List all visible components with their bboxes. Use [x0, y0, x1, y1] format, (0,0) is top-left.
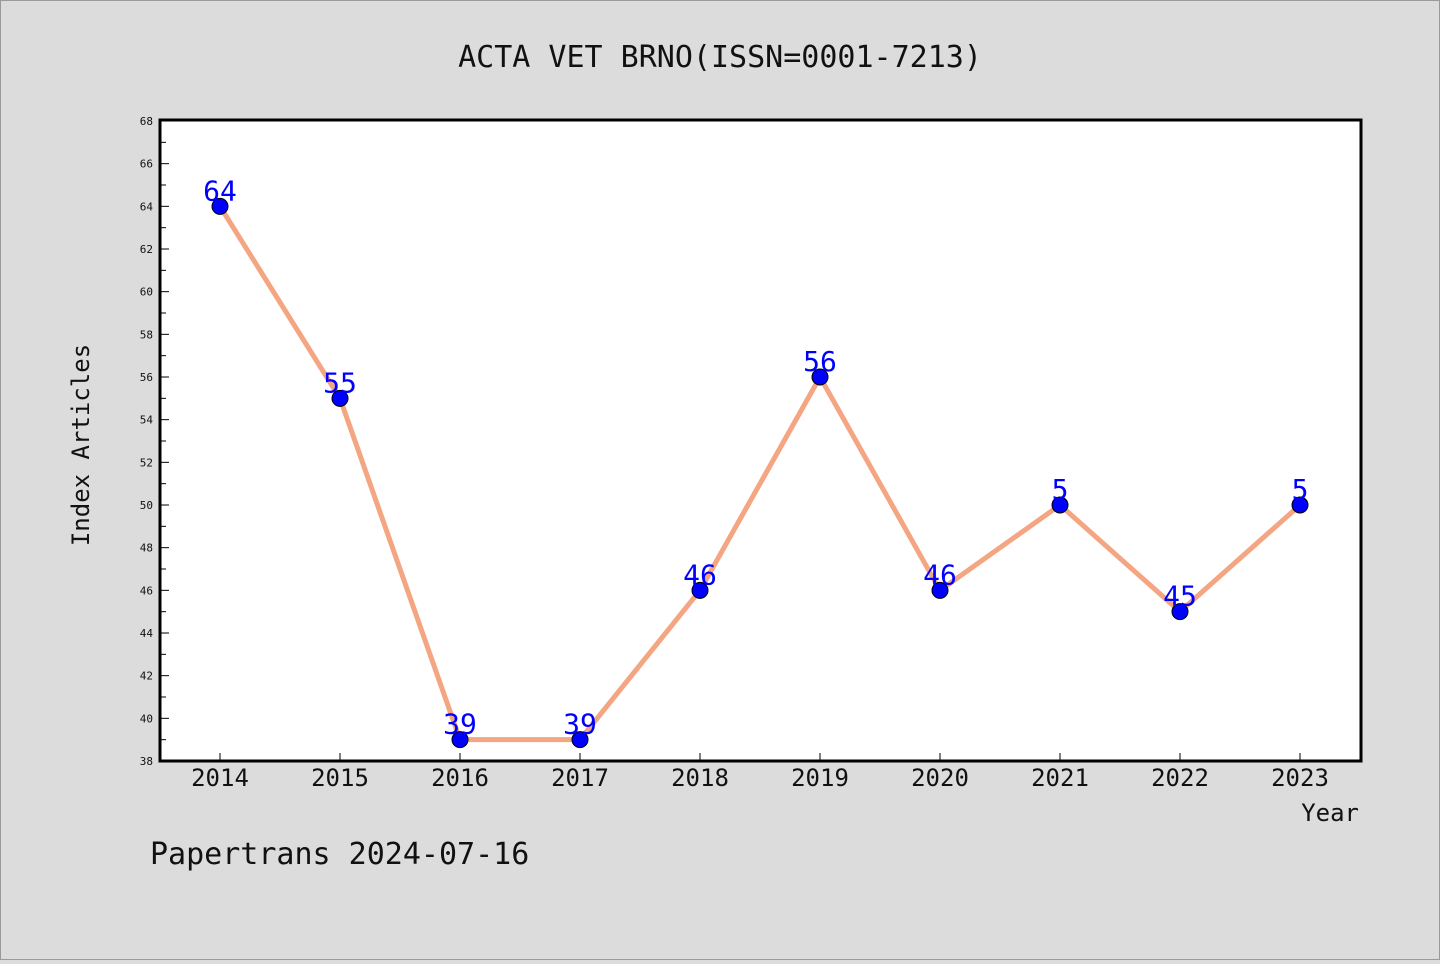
x-tick-label: 2016: [431, 764, 489, 792]
x-axis: 2014 2015 2016 2017 2018 2019 2020 2021 2022 2023: [191, 753, 1329, 792]
footer-text: Papertrans 2024-07-16: [150, 837, 529, 872]
y-tick-label: 54: [140, 414, 154, 427]
x-tick-label: 2014: [191, 764, 249, 792]
data-point: [1291, 496, 1309, 514]
x-tick-label: 2019: [791, 764, 849, 792]
y-tick-label: 42: [140, 670, 153, 683]
y-tick-label: 44: [140, 627, 154, 640]
data-label: 55: [323, 366, 357, 399]
data-label: 39: [563, 708, 597, 741]
x-tick-label: 2021: [1031, 764, 1089, 792]
x-tick-label: 2018: [671, 764, 729, 792]
y-tick-label: 66: [140, 158, 153, 171]
data-label: 39: [443, 708, 477, 741]
data-label: 56: [803, 345, 837, 378]
y-axis-label: Index Articles: [67, 344, 95, 546]
data-markers: [211, 197, 1309, 749]
y-tick-label: 46: [140, 584, 153, 597]
y-tick-label: 40: [140, 712, 153, 725]
y-axis: 38 40 42 44 46 48 50 52 54 56 58 60 62 64 66 68: [140, 115, 169, 768]
data-point: [571, 731, 589, 749]
x-tick-label: 2022: [1151, 764, 1209, 792]
y-tick-label: 56: [140, 371, 153, 384]
x-tick-label: 2023: [1271, 764, 1329, 792]
y-tick-label: 58: [140, 328, 153, 341]
y-tick-label: 64: [140, 200, 154, 213]
data-point: [331, 389, 349, 407]
series-line: [217, 205, 1302, 743]
data-point: [931, 581, 949, 599]
data-point: [1171, 603, 1189, 621]
y-tick-label: 48: [140, 542, 153, 555]
y-tick-label: 50: [140, 499, 153, 512]
x-tick-label: 2020: [911, 764, 969, 792]
data-point: [691, 581, 709, 599]
data-point: [1051, 496, 1069, 514]
data-point: [211, 197, 229, 215]
y-tick-label: 38: [140, 755, 153, 768]
x-tick-label: 2015: [311, 764, 369, 792]
data-label: 45: [1163, 580, 1197, 613]
data-label: 46: [923, 558, 957, 591]
y-tick-label: 68: [140, 115, 153, 128]
data-point: [811, 368, 829, 386]
data-label: 5: [1052, 473, 1069, 506]
x-tick-label: 2017: [551, 764, 609, 792]
x-axis-label: Year: [1301, 799, 1359, 827]
data-label: 46: [683, 558, 717, 591]
data-point: [451, 731, 469, 749]
chart-title: ACTA VET BRNO(ISSN=0001-7213): [458, 40, 982, 75]
plot-area: [158, 118, 1363, 763]
y-tick-label: 62: [140, 243, 153, 256]
y-tick-label: 52: [140, 456, 153, 469]
data-labels: 64 55 39 39 46 56 46 5 45 5: [203, 174, 1308, 740]
data-label: 5: [1292, 473, 1309, 506]
data-label: 64: [203, 174, 237, 207]
y-tick-label: 60: [140, 286, 153, 299]
